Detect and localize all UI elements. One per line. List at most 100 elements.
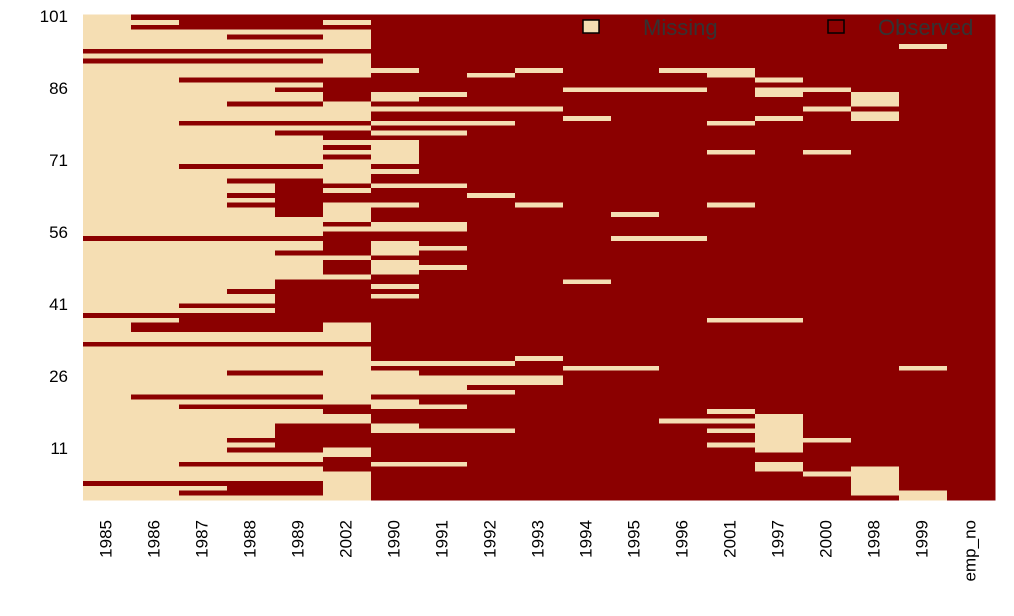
cell — [803, 249, 852, 256]
cell — [659, 408, 708, 414]
cell — [611, 389, 660, 395]
cell — [83, 259, 132, 266]
cell — [611, 350, 660, 357]
cell — [227, 427, 276, 434]
cell — [851, 173, 900, 179]
cell — [371, 341, 420, 347]
cell — [323, 91, 372, 97]
cell — [611, 427, 660, 434]
cell — [851, 475, 900, 482]
cell — [515, 389, 564, 395]
cell — [803, 153, 852, 160]
cell — [899, 144, 948, 150]
cell — [659, 177, 708, 184]
cell — [467, 461, 516, 467]
cell — [755, 86, 804, 93]
cell — [179, 192, 228, 198]
cell — [275, 168, 324, 174]
cell — [419, 240, 468, 246]
cell — [803, 182, 852, 189]
cell — [227, 67, 276, 73]
cell — [707, 77, 756, 83]
cell — [83, 206, 132, 213]
cell — [755, 322, 804, 328]
cell — [515, 206, 564, 213]
cell — [515, 480, 564, 486]
cell — [755, 62, 804, 69]
cell — [467, 211, 516, 217]
cell — [419, 427, 468, 434]
cell — [947, 187, 996, 193]
cell — [323, 442, 372, 448]
cell — [755, 456, 804, 462]
cell — [563, 293, 612, 299]
cell — [611, 494, 660, 501]
cell — [611, 446, 660, 453]
cell — [179, 153, 228, 160]
y-tick-label: 101 — [40, 7, 68, 26]
cell — [323, 177, 372, 184]
cell — [83, 490, 132, 496]
cell — [467, 125, 516, 131]
cell — [275, 53, 324, 59]
cell — [899, 163, 948, 169]
cell — [467, 72, 516, 78]
cell — [899, 322, 948, 328]
cell — [83, 346, 132, 352]
cell — [899, 206, 948, 213]
cell — [227, 120, 276, 126]
cell — [659, 14, 708, 21]
cell — [131, 240, 180, 246]
cell — [83, 432, 132, 438]
cell — [275, 413, 324, 419]
cell — [947, 110, 996, 117]
cell — [611, 77, 660, 83]
cell — [179, 115, 228, 121]
cell — [947, 432, 996, 438]
cell — [227, 403, 276, 410]
cell — [131, 446, 180, 453]
cell — [83, 86, 132, 93]
cell — [179, 57, 228, 64]
cell — [227, 249, 276, 256]
cell — [419, 197, 468, 203]
cell — [371, 432, 420, 438]
cell — [899, 422, 948, 429]
cell — [899, 307, 948, 314]
cell — [515, 442, 564, 448]
cell — [83, 101, 132, 107]
cell — [659, 254, 708, 261]
cell — [179, 43, 228, 49]
cell — [755, 264, 804, 270]
cell — [851, 432, 900, 438]
cell — [707, 365, 756, 371]
cell — [83, 456, 132, 462]
cell — [659, 206, 708, 213]
cell — [851, 379, 900, 386]
cell — [563, 86, 612, 93]
cell — [563, 225, 612, 232]
cell — [419, 225, 468, 232]
cell — [851, 302, 900, 309]
cell — [947, 427, 996, 434]
cell — [371, 418, 420, 424]
cell — [611, 370, 660, 376]
cell — [899, 389, 948, 395]
cell — [707, 288, 756, 294]
cell — [659, 389, 708, 395]
cell — [227, 269, 276, 275]
cell — [851, 264, 900, 270]
cell — [707, 110, 756, 117]
cell — [179, 33, 228, 40]
cell — [419, 317, 468, 323]
cell — [275, 365, 324, 371]
cell — [755, 331, 804, 338]
cell — [179, 240, 228, 246]
cell — [419, 384, 468, 390]
cell — [419, 456, 468, 462]
cell — [947, 53, 996, 59]
cell — [371, 374, 420, 381]
cell — [851, 72, 900, 78]
cell — [659, 62, 708, 69]
cell — [803, 326, 852, 333]
